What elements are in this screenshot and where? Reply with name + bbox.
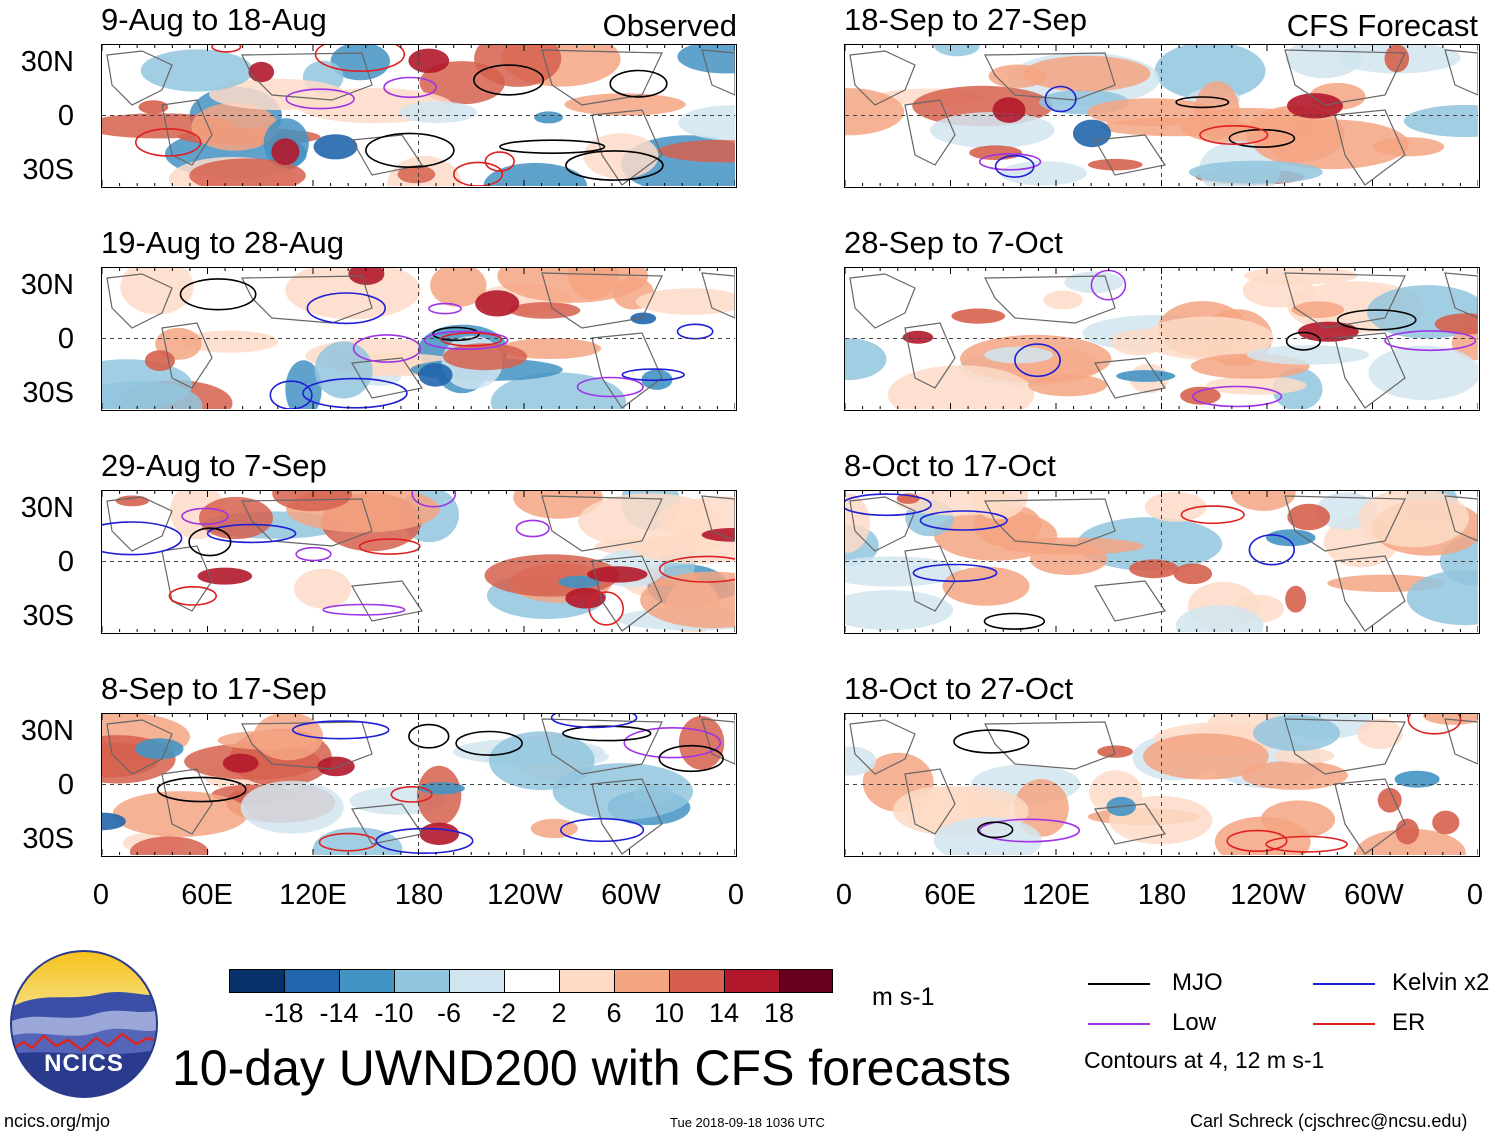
colorbar-cell (614, 969, 670, 993)
panel-title-obs-3: 29-Aug to 7-Sep (101, 448, 327, 483)
xlab-r-120e: 120E (1022, 879, 1090, 911)
colorbar-cell (229, 969, 285, 993)
xlab-r-0b: 0 (1466, 879, 1484, 911)
map-canvas (845, 714, 1478, 855)
ylab-eq-4: 0 (57, 769, 74, 801)
colorbar-cell (284, 969, 340, 993)
panel-title-fcst-2: 28-Sep to 7-Oct (844, 225, 1063, 260)
colorbar-label: 14 (708, 998, 740, 1028)
legend-label-mjo: MJO (1172, 969, 1223, 996)
map-panel-fcst-3 (844, 490, 1480, 634)
colorbar-label: -6 (436, 998, 461, 1028)
map-canvas (102, 268, 735, 409)
colorbar-cell (779, 969, 833, 993)
panel-title-obs-1: 9-Aug to 18-Aug (101, 2, 327, 37)
colorbar-cell (724, 969, 780, 993)
colorbar-label: -14 (319, 998, 359, 1028)
ylab-30n-2: 30N (20, 269, 74, 301)
legend-note: Contours at 4, 12 m s-1 (1084, 1047, 1325, 1073)
map-canvas (102, 491, 735, 632)
xlab-r-60w: 60W (1344, 879, 1404, 911)
xlab-l-180: 180 (394, 879, 444, 911)
legend-label-er: ER (1392, 1009, 1426, 1036)
map-panel-fcst-2 (844, 267, 1480, 411)
xlab-l-0b: 0 (727, 879, 745, 911)
colorbar-cell (339, 969, 395, 993)
map-panel-obs-3 (101, 490, 737, 634)
legend-line-low (1088, 1023, 1150, 1025)
xlab-l-120e: 120E (279, 879, 347, 911)
colorbar-cell (449, 969, 505, 993)
ylab-30n-3: 30N (20, 492, 74, 524)
legend-line-mjo (1088, 983, 1150, 985)
colorbar-cell (394, 969, 450, 993)
map-panel-obs-4 (101, 713, 737, 857)
colorbar-label: -18 (264, 998, 304, 1028)
ylab-eq-3: 0 (57, 546, 74, 578)
xlab-r-60e: 60E (924, 879, 976, 911)
map-panel-fcst-1 (844, 44, 1480, 188)
map-canvas (102, 714, 735, 855)
footer-author: Carl Schreck (cjschrec@ncsu.edu) (1190, 1111, 1468, 1131)
xlab-l-60w: 60W (601, 879, 661, 911)
map-canvas (102, 45, 735, 186)
colorbar-units: m s-1 (872, 983, 935, 1011)
colorbar-cell (669, 969, 725, 993)
panel-title-fcst-1: 18-Sep to 27-Sep (844, 2, 1088, 37)
logo-text: NCICS (44, 1050, 124, 1077)
map-panel-obs-1 (101, 44, 737, 188)
colorbar-cell (504, 969, 560, 993)
main-title: 10-day UWND200 with CFS forecasts (172, 1040, 1012, 1096)
colorbar-label: 10 (653, 998, 685, 1028)
observed-label: Observed (602, 8, 737, 43)
panel-title-obs-4: 8-Sep to 17-Sep (101, 671, 327, 706)
legend-label-low: Low (1172, 1009, 1217, 1036)
footer-timestamp: Tue 2018-09-18 1036 UTC (670, 1115, 825, 1130)
forecast-label: CFS Forecast (1286, 8, 1478, 43)
colorbar-label: 18 (763, 998, 795, 1028)
legend-line-er (1313, 1023, 1375, 1025)
ylab-30s-4: 30S (22, 823, 74, 855)
panel-title-fcst-3: 8-Oct to 17-Oct (844, 448, 1056, 483)
ylab-30n-4: 30N (20, 715, 74, 747)
xlab-l-60e: 60E (181, 879, 233, 911)
panel-title-fcst-4: 18-Oct to 27-Oct (844, 671, 1074, 706)
xlab-r-180: 180 (1137, 879, 1187, 911)
ylab-30s-1: 30S (22, 154, 74, 186)
xlab-l-120w: 120W (487, 879, 563, 911)
panel-title-obs-2: 19-Aug to 28-Aug (101, 225, 345, 260)
ylab-30n-1: 30N (20, 46, 74, 78)
colorbar-label: 2 (551, 998, 567, 1028)
xlab-r-0: 0 (835, 879, 853, 911)
xlab-r-120w: 120W (1230, 879, 1306, 911)
map-canvas (845, 491, 1478, 632)
colorbar-label: -10 (374, 998, 414, 1028)
map-panel-fcst-4 (844, 713, 1480, 857)
xlab-l-0: 0 (92, 879, 110, 911)
footer-url[interactable]: ncics.org/mjo (4, 1111, 111, 1131)
ncics-logo-graphic (10, 950, 158, 1098)
ncics-logo: NCICS (10, 950, 158, 1098)
legend-line-kelvin (1313, 983, 1375, 985)
ylab-eq-2: 0 (57, 323, 74, 355)
legend-label-kelvin: Kelvin x2 (1392, 969, 1490, 996)
ylab-30s-3: 30S (22, 600, 74, 632)
colorbar-label: 6 (606, 998, 622, 1028)
ylab-30s-2: 30S (22, 377, 74, 409)
map-panel-obs-2 (101, 267, 737, 411)
map-canvas (845, 45, 1478, 186)
colorbar-label: -2 (491, 998, 516, 1028)
map-canvas (845, 268, 1478, 409)
ylab-eq-1: 0 (57, 100, 74, 132)
colorbar-cell (559, 969, 615, 993)
